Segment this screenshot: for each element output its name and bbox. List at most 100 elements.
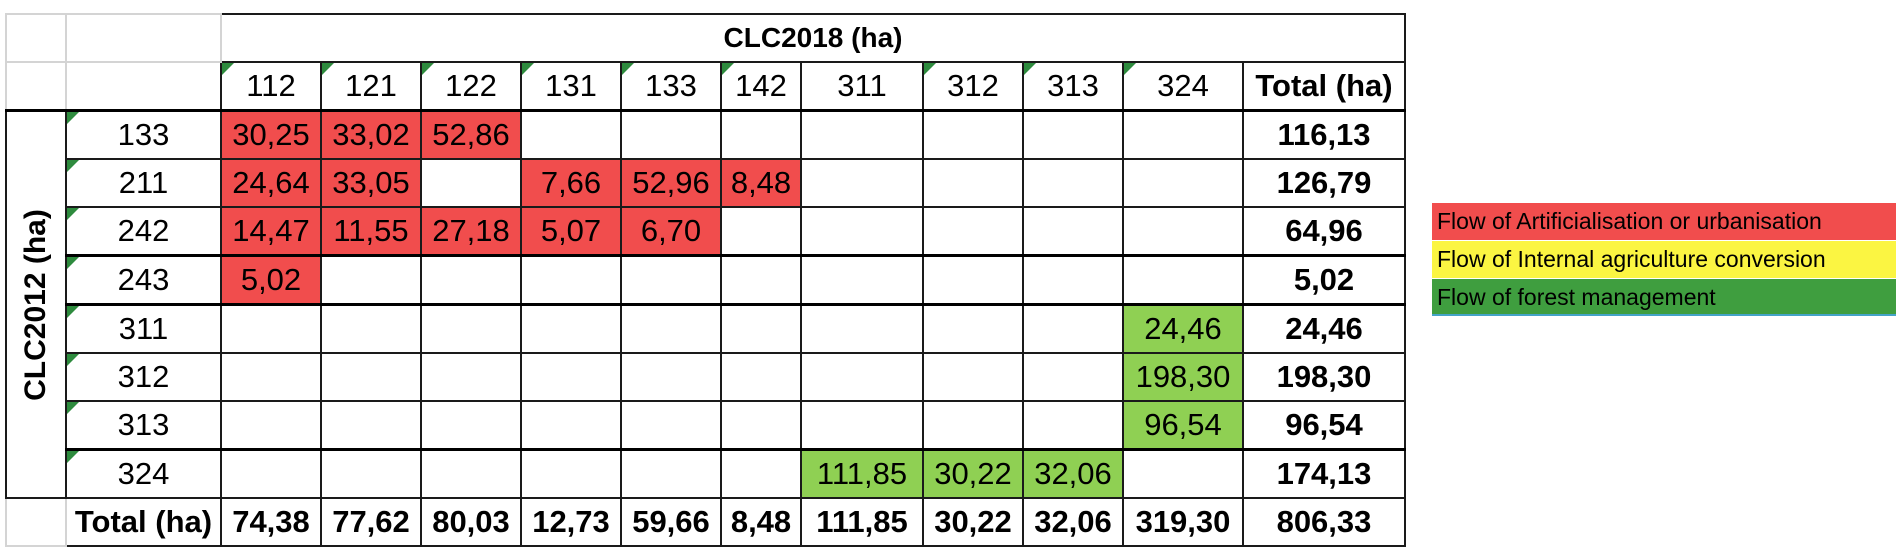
column-total-cell: 12,73 bbox=[520, 497, 622, 547]
legend-item: Flow of Internal agriculture conversion bbox=[1432, 241, 1896, 278]
column-total-cell: 80,03 bbox=[420, 497, 522, 547]
corner-cell bbox=[5, 497, 67, 547]
table-row: 242 14,47 11,55 27,18 5,07 6,70 64,96 bbox=[6, 206, 1406, 257]
data-cell bbox=[800, 109, 924, 160]
data-cell bbox=[520, 254, 622, 306]
data-cell bbox=[922, 352, 1024, 402]
table-row: CLC2012 (ha) 133 30,25 33,02 52,86 116,13 bbox=[5, 109, 1406, 499]
row-header-title-cell: CLC2012 (ha) bbox=[5, 109, 67, 499]
corner-cell bbox=[5, 61, 67, 112]
data-cell bbox=[922, 158, 1024, 208]
column-total-cell: 32,06 bbox=[1022, 497, 1124, 547]
data-cell: 24,46 bbox=[1122, 303, 1244, 354]
column-header-cell: 131 bbox=[520, 61, 622, 112]
data-cell bbox=[620, 400, 722, 451]
data-cell bbox=[1122, 109, 1244, 160]
row-total-cell: 24,46 bbox=[1242, 303, 1406, 354]
title-row: CLC2018 (ha) bbox=[5, 13, 1406, 63]
data-cell bbox=[520, 303, 622, 354]
data-cell bbox=[320, 352, 422, 402]
data-cell bbox=[620, 303, 722, 354]
column-total-cell: 77,62 bbox=[320, 497, 422, 547]
column-header-cell: 121 bbox=[320, 61, 422, 112]
data-cell bbox=[922, 254, 1024, 306]
column-total-cell: 59,66 bbox=[620, 497, 722, 547]
legend: Flow of Artificialisation or urbanisatio… bbox=[1432, 203, 1896, 317]
data-cell bbox=[220, 352, 322, 402]
legend-item: Flow of Artificialisation or urbanisatio… bbox=[1432, 203, 1896, 240]
data-cell bbox=[922, 206, 1024, 257]
table-row: 211 24,64 33,05 7,66 52,96 8,48 126,79 bbox=[6, 158, 1406, 208]
data-cell: 5,07 bbox=[520, 206, 622, 257]
grand-total-cell: 806,33 bbox=[1242, 497, 1406, 547]
column-total-cell: 74,38 bbox=[220, 497, 322, 547]
data-cell bbox=[800, 352, 924, 402]
table-row: 313 96,54 96,54 bbox=[6, 400, 1406, 451]
data-cell bbox=[1022, 158, 1124, 208]
data-cell bbox=[520, 448, 622, 499]
data-cell bbox=[922, 109, 1024, 160]
data-cell: 24,64 bbox=[220, 158, 322, 208]
row-code-cell: 242 bbox=[65, 206, 222, 257]
data-cell: 8,48 bbox=[720, 158, 802, 208]
data-cell: 33,02 bbox=[320, 109, 422, 160]
row-total-cell: 5,02 bbox=[1242, 254, 1406, 306]
data-cell bbox=[1122, 158, 1244, 208]
data-cell bbox=[420, 158, 522, 208]
column-total-cell: 8,48 bbox=[720, 497, 802, 547]
column-header-cell: 142 bbox=[720, 61, 802, 112]
totals-row: Total (ha) 74,38 77,62 80,03 12,73 59,66 8,48 1… bbox=[5, 497, 1406, 547]
data-cell: 30,22 bbox=[922, 448, 1024, 499]
column-header-cell: 133 bbox=[620, 61, 722, 112]
data-cell bbox=[1022, 206, 1124, 257]
data-cell bbox=[620, 448, 722, 499]
data-cell bbox=[420, 400, 522, 451]
row-code-cell: 311 bbox=[65, 303, 222, 354]
data-cell bbox=[320, 448, 422, 499]
row-total-cell: 174,13 bbox=[1242, 448, 1406, 499]
column-header-cell: 313 bbox=[1022, 61, 1124, 112]
row-total-cell: 64,96 bbox=[1242, 206, 1406, 257]
row-code-cell: 324 bbox=[65, 448, 222, 499]
data-cell bbox=[800, 254, 924, 306]
data-cell bbox=[420, 352, 522, 402]
data-cell bbox=[800, 303, 924, 354]
row-total-cell: 116,13 bbox=[1242, 109, 1406, 160]
data-cell bbox=[1122, 206, 1244, 257]
data-cell bbox=[1122, 254, 1244, 306]
data-cell bbox=[720, 254, 802, 306]
data-cell bbox=[320, 254, 422, 306]
row-code-cell: 313 bbox=[65, 400, 222, 451]
table-row: 311 24,46 24,46 bbox=[6, 303, 1406, 354]
row-total-cell: 198,30 bbox=[1242, 352, 1406, 402]
data-cell: 111,85 bbox=[800, 448, 924, 499]
data-cell: 30,25 bbox=[220, 109, 322, 160]
column-header-cell: 312 bbox=[922, 61, 1024, 112]
data-cell bbox=[1022, 352, 1124, 402]
data-cell: 14,47 bbox=[220, 206, 322, 257]
row-header-title: CLC2012 (ha) bbox=[19, 208, 52, 401]
data-cell: 33,05 bbox=[320, 158, 422, 208]
data-cell bbox=[420, 448, 522, 499]
data-cell bbox=[620, 254, 722, 306]
column-header-cell: 112 bbox=[220, 61, 322, 112]
data-cell bbox=[800, 400, 924, 451]
data-cell bbox=[520, 400, 622, 451]
data-cell bbox=[420, 254, 522, 306]
column-total-cell: 111,85 bbox=[800, 497, 924, 547]
table-row: 312 198,30 198,30 bbox=[6, 352, 1406, 402]
col-header-title: CLC2018 (ha) bbox=[220, 13, 1406, 63]
data-cell bbox=[320, 303, 422, 354]
data-cell bbox=[720, 400, 802, 451]
data-cell bbox=[720, 206, 802, 257]
column-header-row: 112 121 122 131 133 142 311 312 313 324 Total (ha) bbox=[5, 61, 1406, 112]
data-cell: 52,96 bbox=[620, 158, 722, 208]
data-cell: 11,55 bbox=[320, 206, 422, 257]
data-cell bbox=[720, 352, 802, 402]
data-cell bbox=[420, 303, 522, 354]
data-cell bbox=[220, 448, 322, 499]
totals-label-cell: Total (ha) bbox=[65, 497, 222, 547]
row-code-cell: 243 bbox=[65, 254, 222, 306]
data-cell bbox=[520, 109, 622, 160]
data-cell bbox=[720, 448, 802, 499]
